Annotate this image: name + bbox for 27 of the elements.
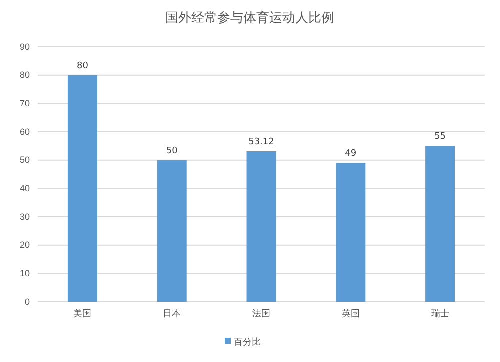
legend-label: 百分比	[234, 337, 261, 348]
data-label: 80	[76, 61, 89, 72]
data-label: 50	[166, 146, 178, 156]
y-tick-label: 60	[20, 126, 30, 137]
x-tick-label: 日本	[163, 308, 182, 318]
bar	[426, 146, 456, 302]
data-label: 49	[345, 149, 357, 160]
y-tick-label: 80	[20, 70, 30, 80]
data-label: 53.12	[248, 137, 274, 148]
bar	[157, 160, 187, 302]
x-tick-label: 瑞士	[431, 308, 450, 318]
x-tick-label: 英国	[342, 308, 360, 318]
y-tick-label: 30	[20, 212, 30, 222]
bar	[246, 151, 276, 302]
chart-title: 国外经常参与体育运动人比例	[166, 10, 334, 26]
x-tick-label: 法国	[252, 308, 270, 318]
y-tick-label: 50	[20, 155, 30, 166]
y-tick-label: 70	[20, 98, 30, 109]
y-tick-label: 10	[20, 268, 30, 279]
y-tick-label: 0	[24, 296, 30, 307]
y-tick-label: 40	[20, 184, 30, 194]
bar	[68, 75, 98, 302]
y-tick-label: 90	[20, 42, 30, 52]
bar	[336, 163, 366, 302]
x-tick-label: 美国	[74, 308, 92, 318]
y-tick-label: 20	[20, 240, 30, 250]
data-label: 55	[434, 132, 446, 142]
